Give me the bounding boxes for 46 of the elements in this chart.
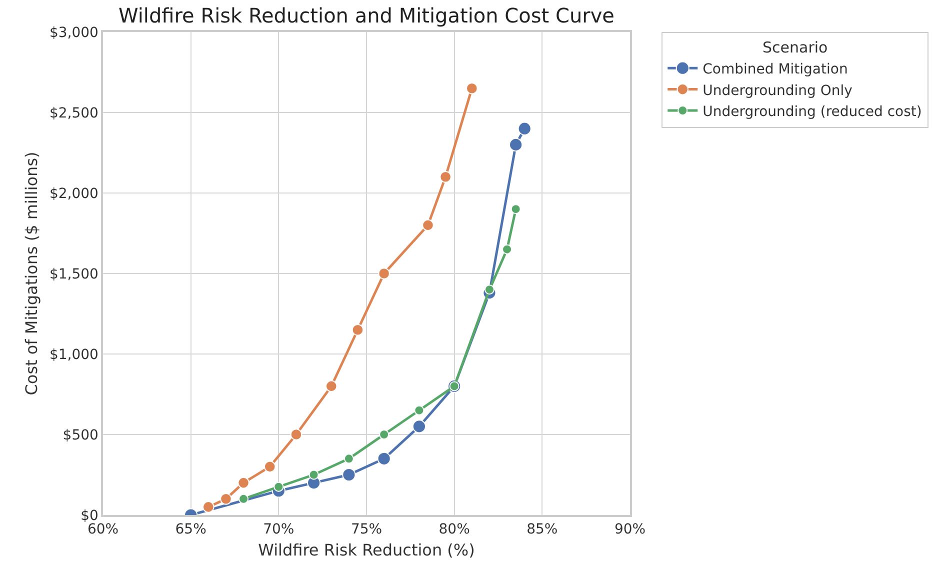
x-tick-label: 65%	[175, 522, 206, 538]
point	[466, 82, 478, 94]
point	[274, 482, 284, 492]
point	[414, 405, 424, 416]
point	[352, 324, 364, 336]
legend-label: Combined Mitigation	[702, 62, 848, 78]
point	[510, 204, 521, 214]
point	[502, 244, 512, 254]
point	[509, 138, 523, 152]
x-axis-title: Wildfire Risk Reduction (%)	[258, 540, 475, 560]
point	[518, 122, 532, 136]
x-tick-label: 85%	[526, 522, 558, 538]
point	[344, 454, 354, 464]
point	[412, 420, 426, 434]
y-tick-label: $2,000	[49, 186, 98, 202]
x-tick-label: 75%	[350, 522, 382, 538]
point	[422, 219, 434, 232]
point	[379, 430, 390, 440]
x-tick-label: 80%	[438, 522, 470, 538]
y-tick-label: $500	[62, 427, 98, 444]
point	[238, 476, 250, 489]
x-tick-label: 60%	[87, 522, 119, 538]
x-tick-label: 90%	[614, 522, 646, 538]
legend-label: Undergrounding (reduced cost)	[702, 104, 922, 120]
y-tick-label: $3,000	[49, 24, 98, 41]
chart-title: Wildfire Risk Reduction and Mitigation Cost Curve	[118, 4, 614, 28]
y-tick-label: $0	[80, 508, 98, 524]
y-tick-label: $1,000	[49, 346, 98, 363]
legend-label: Undergrounding Only	[702, 82, 852, 99]
x-tick-label: 70%	[263, 522, 294, 538]
point	[202, 501, 214, 513]
point	[264, 460, 276, 473]
legend-title: Scenario	[762, 38, 828, 56]
point	[342, 468, 356, 482]
point	[484, 284, 494, 295]
point	[440, 171, 452, 183]
point	[308, 470, 319, 480]
y-tick-label: $1,500	[49, 266, 98, 282]
point	[238, 494, 249, 504]
point	[325, 380, 338, 392]
point	[378, 268, 390, 280]
point	[220, 493, 232, 505]
point	[290, 428, 302, 440]
point	[377, 452, 391, 466]
y-tick-label: $2,500	[49, 105, 98, 122]
y-axis-title: Cost of Mitigations ($ millions)	[22, 152, 41, 396]
